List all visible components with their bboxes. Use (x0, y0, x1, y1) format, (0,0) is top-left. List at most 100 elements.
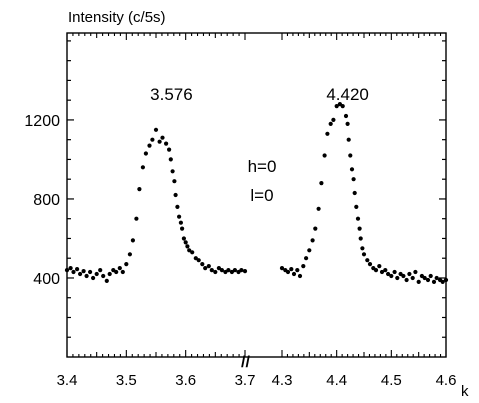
data-point (440, 279, 445, 284)
peak-label-2: 4.420 (326, 85, 369, 104)
data-point (206, 264, 211, 269)
data-point (75, 267, 80, 272)
data-point (180, 226, 185, 231)
data-point (98, 268, 103, 273)
data-point (313, 226, 318, 231)
data-point (117, 266, 122, 271)
data-point (289, 267, 294, 272)
data-point (84, 273, 89, 279)
data-point (140, 165, 145, 170)
data-point (226, 268, 231, 273)
data-point (355, 216, 361, 221)
data-point (216, 266, 221, 271)
y-tick-label: 400 (33, 271, 60, 288)
data-point (401, 273, 406, 279)
plot-border (66, 32, 447, 358)
data-point (310, 238, 315, 243)
data-point (114, 269, 119, 275)
data-point (150, 137, 155, 142)
data-point (71, 269, 76, 275)
data-point (379, 269, 385, 275)
data-point (168, 157, 173, 162)
data-point (64, 268, 70, 273)
data-point (404, 277, 409, 283)
data-point (94, 271, 99, 277)
x-tick-label: 4.3 (272, 372, 293, 389)
data-point (172, 179, 177, 184)
x-tick-label: 3.6 (175, 372, 196, 389)
x-tick-label: 4.5 (381, 372, 402, 389)
data-point (357, 226, 362, 231)
x-axis: 3.4 3.5 3.6 3.7 4.3 4.4 4.5 4.6 (57, 33, 457, 389)
data-point (183, 240, 188, 245)
data-point (377, 264, 382, 269)
data-point (239, 268, 244, 273)
data-point (68, 266, 73, 271)
data-point (431, 279, 437, 284)
data-point (316, 206, 321, 211)
data-point (104, 278, 109, 283)
data-point (386, 271, 391, 277)
data-point (81, 269, 86, 274)
data-point (167, 147, 172, 152)
data-point (153, 127, 159, 132)
data-point (279, 266, 285, 271)
data-point (157, 139, 162, 144)
data-point (395, 275, 400, 281)
data-point (365, 258, 370, 263)
data-point (130, 238, 135, 243)
data-point (340, 104, 345, 109)
data-point (322, 153, 327, 158)
data-point (325, 131, 330, 136)
data-point (346, 137, 351, 142)
data-point (383, 268, 388, 273)
data-point (175, 204, 180, 209)
data-point (373, 268, 379, 273)
data-point (307, 248, 312, 253)
data-point (413, 269, 418, 275)
data-point (229, 269, 234, 275)
data-point (209, 268, 214, 273)
data-point (196, 258, 201, 263)
data-point (177, 214, 182, 219)
data-point (137, 187, 142, 192)
data-point (407, 271, 412, 277)
data-point (349, 167, 355, 172)
data-point (345, 121, 350, 126)
data-point (352, 190, 357, 196)
data-point (147, 143, 152, 148)
data-point (219, 268, 224, 273)
data-point (242, 269, 248, 274)
data-point (88, 269, 93, 275)
data-point (285, 269, 291, 275)
data-point (351, 177, 356, 182)
x-tick-label: 3.7 (235, 372, 256, 389)
chart-labels: Intensity (c/5s) k // 3.576 4.420 h=0 l=… (68, 9, 469, 400)
data-point (416, 279, 421, 284)
data-point (200, 262, 205, 267)
data-point (297, 273, 303, 279)
data-point (101, 273, 106, 279)
data-point (410, 275, 415, 281)
plot-frame (66, 32, 447, 358)
y-tick-label: 1200 (24, 113, 60, 130)
data-point (107, 271, 112, 277)
data-point (425, 277, 431, 283)
x-tick-label: 4.4 (326, 372, 347, 389)
data-point (134, 216, 139, 221)
data-point (164, 141, 169, 146)
data-point (328, 121, 333, 126)
data-point (232, 268, 237, 273)
data-point (160, 135, 165, 140)
data-point (343, 113, 349, 119)
data-point (91, 275, 96, 281)
x-tick-label: 4.6 (436, 372, 457, 389)
data-point (389, 273, 394, 279)
data-point (443, 277, 449, 283)
data-point (422, 275, 427, 281)
data-point (434, 275, 439, 281)
data-point (185, 244, 190, 249)
annotation-l: l=0 (250, 186, 273, 205)
x-tick-label: 3.4 (57, 372, 78, 389)
